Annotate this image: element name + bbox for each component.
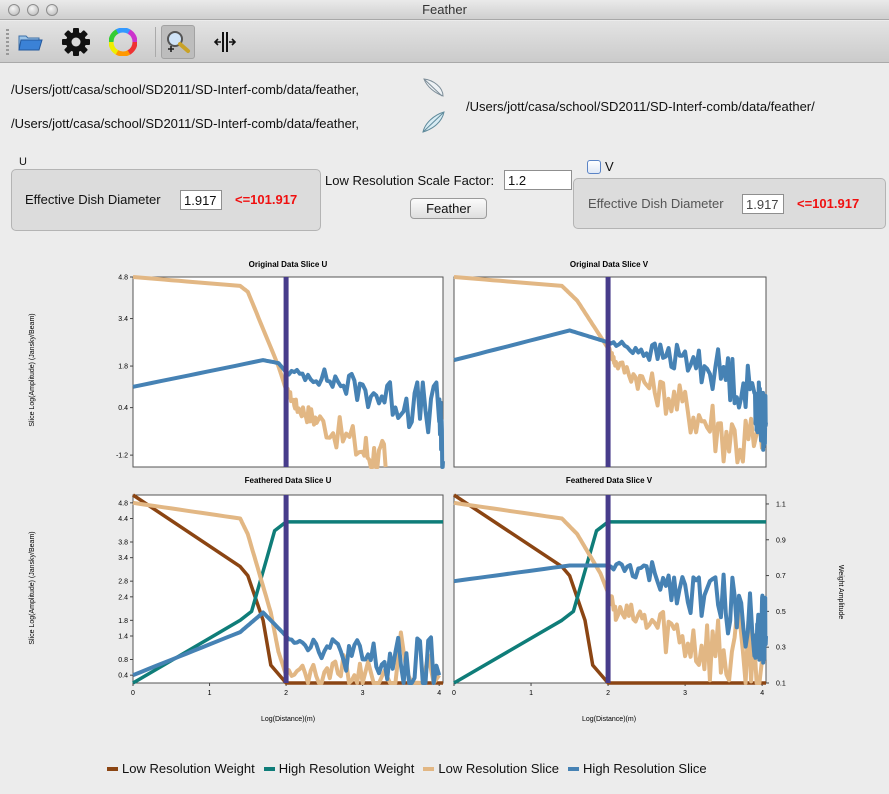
toolbar-separator bbox=[155, 27, 156, 57]
plot-legend: Low Resolution Weight High Resolution We… bbox=[107, 761, 707, 776]
window-title: Feather bbox=[422, 2, 467, 17]
plot-title: Original Data Slice U bbox=[249, 260, 328, 269]
y-tick-label: 1.4 bbox=[118, 634, 128, 641]
color-wheel-icon[interactable] bbox=[106, 25, 140, 59]
toolbar-grip bbox=[6, 29, 9, 55]
plot-title: Feathered Data Slice U bbox=[245, 476, 332, 485]
legend-item: High Resolution Slice bbox=[568, 761, 707, 776]
right-y-tick-label: 0.5 bbox=[776, 609, 786, 616]
high-res-file-path: /Users/jott/casa/school/SD2011/SD-Interf… bbox=[11, 116, 360, 131]
right-y-tick-label: 0.1 bbox=[776, 681, 786, 688]
y-tick-label: 2.8 bbox=[118, 579, 128, 586]
v-panel: Effective Dish Diameter 1.917 <=101.917 bbox=[573, 178, 886, 229]
y-tick-label: 3.8 bbox=[118, 540, 128, 547]
zoom-icon[interactable] bbox=[161, 25, 195, 59]
right-y-axis-label: Weight Amplitude bbox=[837, 565, 844, 619]
x-tick-label: 3 bbox=[361, 690, 365, 697]
x-tick-label: 4 bbox=[760, 690, 764, 697]
cursor-split-icon[interactable] bbox=[208, 25, 242, 59]
series-line bbox=[453, 560, 768, 665]
series-line bbox=[453, 328, 768, 452]
v-dish-diameter-input[interactable]: 1.917 bbox=[742, 194, 784, 214]
x-tick-label: 1 bbox=[529, 690, 533, 697]
right-y-tick-label: 0.9 bbox=[776, 537, 786, 544]
u-dish-diameter-input[interactable]: 1.917 bbox=[180, 190, 222, 210]
y-tick-label: 0.4 bbox=[118, 673, 128, 680]
u-panel: Effective Dish Diameter 1.917 <=101.917 bbox=[11, 169, 321, 231]
y-tick-label: 3.4 bbox=[118, 316, 128, 323]
legend-label: Low Resolution Slice bbox=[438, 761, 560, 776]
right-y-tick-label: 0.7 bbox=[776, 573, 786, 580]
window-controls bbox=[8, 4, 58, 16]
v-panel-title: V bbox=[605, 159, 614, 174]
y-tick-label: 1.8 bbox=[118, 364, 128, 371]
series-line bbox=[132, 358, 445, 469]
y-tick-label: 1.8 bbox=[118, 618, 128, 625]
x-tick-label: 2 bbox=[284, 690, 288, 697]
series-line bbox=[453, 520, 766, 685]
plot-canvas: Slice Log(Amplitude) (Jansky/Beam) Slice… bbox=[29, 260, 844, 723]
x-axis-label: Log(Distance)(m) bbox=[582, 716, 636, 723]
feather-button[interactable]: Feather bbox=[410, 198, 487, 219]
y-tick-label: -1.2 bbox=[116, 453, 128, 460]
legend-label: High Resolution Slice bbox=[583, 761, 707, 776]
zoom-window-button[interactable] bbox=[46, 4, 58, 16]
right-y-tick-label: 0.3 bbox=[776, 645, 786, 652]
x-tick-label: 4 bbox=[437, 690, 441, 697]
y-tick-label: 0.8 bbox=[118, 657, 128, 664]
minimize-window-button[interactable] bbox=[27, 4, 39, 16]
scale-factor-label: Low Resolution Scale Factor: bbox=[325, 173, 495, 188]
u-dish-label: Effective Dish Diameter bbox=[25, 192, 161, 207]
scale-factor-input[interactable]: 1.2 bbox=[504, 170, 572, 190]
legend-label: High Resolution Weight bbox=[278, 761, 415, 776]
y-tick-label: 3.4 bbox=[118, 555, 128, 562]
x-tick-label: 3 bbox=[683, 690, 687, 697]
toolbar bbox=[0, 21, 889, 63]
y-tick-label: 2.4 bbox=[118, 594, 128, 601]
close-window-button[interactable] bbox=[8, 4, 20, 16]
right-y-tick-label: 1.1 bbox=[776, 501, 786, 508]
series-line bbox=[453, 500, 765, 685]
y-axis-label: Slice Log(Amplitude) (Jansky/Beam) bbox=[29, 531, 36, 644]
y-tick-label: 4.8 bbox=[118, 275, 128, 282]
legend-swatch bbox=[568, 766, 580, 771]
x-tick-label: 0 bbox=[452, 690, 456, 697]
series-line bbox=[132, 520, 443, 685]
legend-label: Low Resolution Weight bbox=[122, 761, 255, 776]
feather-icon[interactable] bbox=[421, 76, 447, 100]
y-tick-label: 4.4 bbox=[118, 516, 128, 523]
v-panel-checkbox[interactable] bbox=[587, 160, 601, 174]
u-panel-title: U bbox=[19, 156, 27, 168]
legend-swatch bbox=[107, 766, 118, 771]
output-file-path: /Users/jott/casa/school/SD2011/SD-Interf… bbox=[466, 99, 815, 114]
x-axis-label: Log(Distance)(m) bbox=[261, 716, 315, 723]
settings-gear-icon[interactable] bbox=[59, 25, 93, 59]
feather-icon[interactable] bbox=[421, 110, 447, 134]
x-tick-label: 0 bbox=[131, 690, 135, 697]
y-tick-label: 4.8 bbox=[118, 500, 128, 507]
open-folder-icon[interactable] bbox=[13, 25, 47, 59]
plot-title: Feathered Data Slice V bbox=[566, 476, 653, 485]
series-line bbox=[453, 275, 765, 465]
u-dish-limit: <=101.917 bbox=[235, 192, 298, 207]
legend-item: Low Resolution Slice bbox=[423, 761, 559, 776]
title-bar: Feather bbox=[0, 0, 889, 20]
x-tick-label: 2 bbox=[606, 690, 610, 697]
x-tick-label: 1 bbox=[208, 690, 212, 697]
legend-item: High Resolution Weight bbox=[263, 761, 415, 776]
legend-swatch bbox=[263, 766, 275, 771]
series-line bbox=[132, 500, 441, 685]
legend-swatch bbox=[423, 766, 435, 771]
low-res-file-path: /Users/jott/casa/school/SD2011/SD-Interf… bbox=[11, 82, 360, 97]
y-tick-label: 0.4 bbox=[118, 405, 128, 412]
legend-item: Low Resolution Weight bbox=[107, 761, 255, 776]
series-line bbox=[453, 493, 766, 685]
y-axis-label: Slice Log(Amplitude) (Jansky/Beam) bbox=[29, 313, 36, 426]
v-dish-limit: <=101.917 bbox=[797, 196, 860, 211]
v-dish-label: Effective Dish Diameter bbox=[588, 196, 724, 211]
plot-title: Original Data Slice V bbox=[570, 260, 649, 269]
